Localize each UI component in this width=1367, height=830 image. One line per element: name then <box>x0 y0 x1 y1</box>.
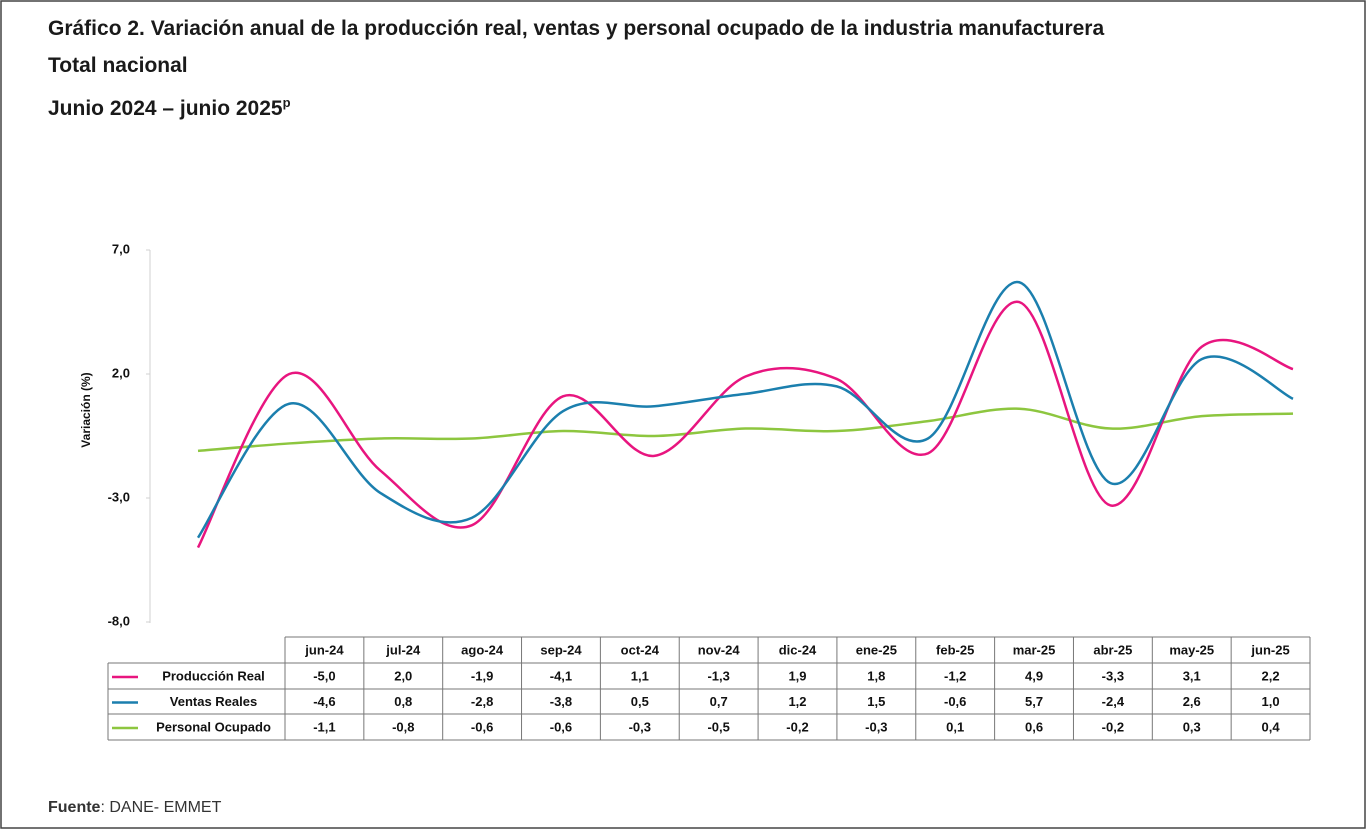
data-label: -0,2 <box>1102 719 1124 734</box>
data-label: -0,8 <box>392 719 414 734</box>
data-label: 2,0 <box>394 668 412 683</box>
data-label: -0,6 <box>550 719 572 734</box>
data-label: -0,3 <box>629 719 651 734</box>
period-mark: p <box>282 95 291 110</box>
data-label: -1,1 <box>313 719 335 734</box>
data-label: -0,6 <box>944 694 966 709</box>
data-label: 1,9 <box>788 668 806 683</box>
legend-label: Personal Ocupado <box>156 719 271 734</box>
x-tick-label: ene-25 <box>856 642 897 657</box>
legend-label: Ventas Reales <box>170 694 257 709</box>
data-label: -1,9 <box>471 668 493 683</box>
data-label: 0,7 <box>710 694 728 709</box>
data-label: 0,4 <box>1262 719 1281 734</box>
data-label: 2,2 <box>1262 668 1280 683</box>
data-label: 3,1 <box>1183 668 1201 683</box>
subtitle: Total nacional <box>48 54 188 77</box>
data-label: 0,5 <box>631 694 649 709</box>
data-label: -0,6 <box>471 719 493 734</box>
data-label: 1,5 <box>867 694 885 709</box>
data-label: -5,0 <box>313 668 335 683</box>
x-tick-label: jun-25 <box>1250 642 1289 657</box>
y-tick-label: -3,0 <box>108 489 130 504</box>
header: Gráfico 2. Variación anual de la producc… <box>48 10 1304 127</box>
data-label: 1,0 <box>1262 694 1280 709</box>
data-label: -2,8 <box>471 694 493 709</box>
data-label: 1,2 <box>788 694 806 709</box>
y-tick-label: 2,0 <box>112 365 130 380</box>
y-axis-label: Variación (%) <box>79 372 93 447</box>
x-tick-label: dic-24 <box>779 642 817 657</box>
title: Gráfico 2. Variación anual de la producc… <box>48 17 1105 40</box>
x-tick-label: abr-25 <box>1093 642 1132 657</box>
data-label: 0,6 <box>1025 719 1043 734</box>
data-label: 0,3 <box>1183 719 1201 734</box>
data-label: 2,6 <box>1183 694 1201 709</box>
data-label: -1,2 <box>944 668 966 683</box>
legend-label: Producción Real <box>162 668 265 683</box>
data-label: -0,2 <box>786 719 808 734</box>
data-label: 0,8 <box>394 694 412 709</box>
data-label: -1,3 <box>707 668 729 683</box>
data-label: 1,1 <box>631 668 649 683</box>
data-label: -4,6 <box>313 694 335 709</box>
period: Junio 2024 – junio 2025p <box>48 84 1304 127</box>
x-tick-label: mar-25 <box>1013 642 1056 657</box>
data-label: -0,5 <box>707 719 729 734</box>
data-label: 1,8 <box>867 668 885 683</box>
source-label: Fuente <box>48 799 101 816</box>
data-label: -4,1 <box>550 668 572 683</box>
x-tick-label: ago-24 <box>461 642 504 657</box>
y-tick-label: 7,0 <box>112 241 130 256</box>
data-label: -0,3 <box>865 719 887 734</box>
series-line <box>196 280 1294 539</box>
series-line <box>197 407 1294 453</box>
y-tick-label: -8,0 <box>108 613 130 628</box>
x-tick-label: oct-24 <box>621 642 660 657</box>
x-tick-label: nov-24 <box>698 642 741 657</box>
x-tick-label: jun-24 <box>304 642 344 657</box>
data-label: 4,9 <box>1025 668 1043 683</box>
period-text: Junio 2024 – junio 2025 <box>48 97 283 120</box>
source-text: : DANE- EMMET <box>100 799 221 816</box>
source: Fuente: DANE- EMMET <box>48 799 222 816</box>
data-label: 0,1 <box>946 719 964 734</box>
data-label: 5,7 <box>1025 694 1043 709</box>
x-tick-label: feb-25 <box>936 642 974 657</box>
data-label: -3,8 <box>550 694 572 709</box>
data-label: -2,4 <box>1102 694 1125 709</box>
x-tick-label: jul-24 <box>385 642 421 657</box>
series-line <box>196 300 1294 549</box>
data-label: -3,3 <box>1102 668 1124 683</box>
x-tick-label: sep-24 <box>540 642 582 657</box>
x-tick-label: may-25 <box>1169 642 1214 657</box>
